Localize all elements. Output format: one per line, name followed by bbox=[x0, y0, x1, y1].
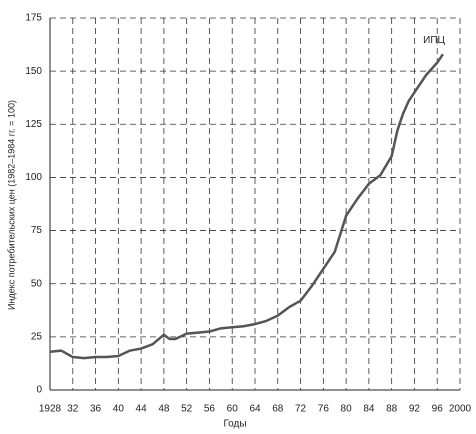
y-axis-label: Индекс потребительских цен (1982–1984 гг… bbox=[6, 100, 16, 310]
y-tick-label: 50 bbox=[31, 278, 43, 289]
x-tick-label: 52 bbox=[181, 404, 193, 415]
series-label: ИПЦ bbox=[423, 35, 445, 46]
y-tick-label: 25 bbox=[31, 331, 43, 342]
x-tick-label: 80 bbox=[341, 404, 353, 415]
y-tick-label: 0 bbox=[36, 385, 42, 396]
x-tick-label: 88 bbox=[386, 404, 398, 415]
x-axis-label: Годы bbox=[223, 419, 246, 430]
x-tick-label: 84 bbox=[363, 404, 375, 415]
x-tick-label: 60 bbox=[227, 404, 239, 415]
y-tick-label: 125 bbox=[25, 119, 42, 130]
x-tick-label: 92 bbox=[409, 404, 421, 415]
x-tick-label: 44 bbox=[136, 404, 148, 415]
x-tick-label: 68 bbox=[272, 404, 284, 415]
y-tick-label: 175 bbox=[25, 13, 42, 24]
cpi-line bbox=[49, 53, 444, 360]
x-tick-label: 56 bbox=[204, 404, 216, 415]
y-tick-label: 100 bbox=[25, 172, 42, 183]
x-tick-label: 32 bbox=[67, 404, 79, 415]
x-tick-label: 72 bbox=[295, 404, 307, 415]
x-tick-label: 36 bbox=[90, 404, 102, 415]
y-tick-label: 150 bbox=[25, 66, 42, 77]
y-tick-label: 75 bbox=[31, 225, 43, 236]
x-tick-label: 48 bbox=[158, 404, 170, 415]
x-tick-label: 96 bbox=[432, 404, 444, 415]
x-tick-label: 1928 bbox=[39, 404, 62, 415]
x-tick-label: 2000 bbox=[449, 404, 472, 415]
x-tick-label: 64 bbox=[249, 404, 261, 415]
x-tick-label: 76 bbox=[318, 404, 330, 415]
x-tick-label: 40 bbox=[113, 404, 125, 415]
